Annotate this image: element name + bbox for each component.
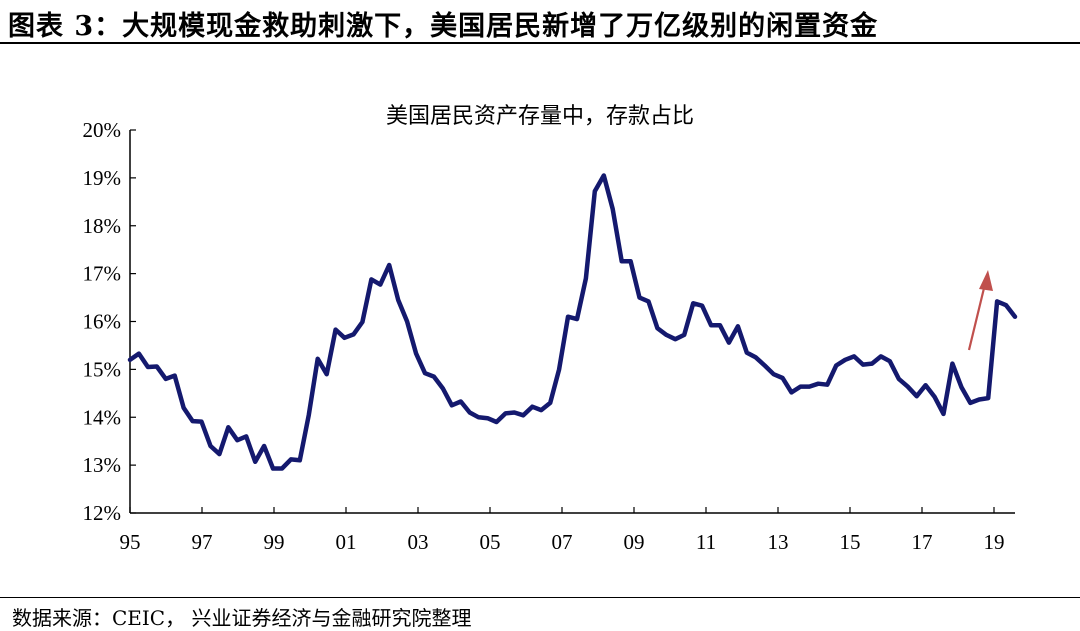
y-tick-label: 12% (83, 501, 122, 525)
y-tick-label: 15% (83, 357, 122, 381)
chart-title: 美国居民资产存量中，存款占比 (385, 104, 694, 129)
y-tick-label: 18% (83, 214, 122, 238)
bottom-rule (0, 597, 1080, 598)
annotation-layer (967, 270, 993, 351)
y-tick-label: 16% (83, 310, 122, 334)
plot-area (127, 173, 1018, 471)
x-tick-label: 03 (408, 530, 429, 554)
figure-title: 图表 3：大规模现金救助刺激下，美国居民新增了万亿级别的闲置资金 (8, 11, 879, 42)
y-tick-label: 14% (83, 405, 122, 429)
y-tick-labels: 12% 13% 14% 15% 16% 17% 18% 19% 20% (83, 118, 122, 525)
x-tick-label: 19 (984, 530, 1005, 554)
arrow-shaft (967, 283, 987, 351)
y-tick-label: 19% (83, 166, 122, 190)
x-tick-label: 09 (624, 530, 645, 554)
x-tick-label: 01 (336, 530, 357, 554)
y-tick-label: 13% (83, 453, 122, 477)
arrow-head (979, 270, 993, 291)
x-tick-label: 11 (696, 530, 716, 554)
x-tick-label: 95 (120, 530, 141, 554)
series-line (127, 173, 1018, 471)
x-tick-label: 05 (480, 530, 501, 554)
x-tick-label: 13 (768, 530, 789, 554)
source-note: 数据来源：CEIC， 兴业证券经济与金融研究院整理 (12, 606, 472, 630)
x-tick-label: 17 (912, 530, 933, 554)
x-tick-label: 97 (192, 530, 213, 554)
x-tick-label: 99 (264, 530, 285, 554)
top-rule (0, 42, 1080, 44)
y-tick-label: 20% (83, 118, 122, 142)
x-tick-labels: 95 97 99 01 03 05 07 09 11 13 15 17 19 (120, 530, 1005, 554)
x-tick-label: 15 (840, 530, 861, 554)
y-tick-label: 17% (83, 262, 122, 286)
x-tick-label: 07 (552, 530, 573, 554)
chart-axes (129, 129, 1015, 514)
